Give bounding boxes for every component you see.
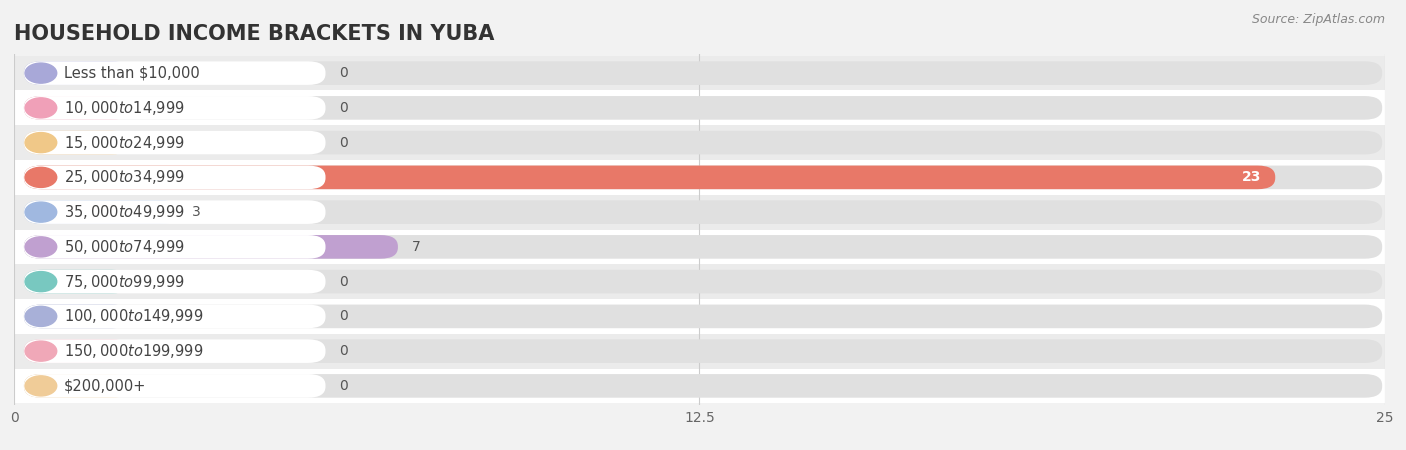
Text: $25,000 to $34,999: $25,000 to $34,999 (63, 168, 184, 186)
Bar (14, 334, 1385, 369)
FancyBboxPatch shape (24, 200, 179, 224)
FancyBboxPatch shape (24, 131, 326, 154)
Text: 0: 0 (339, 135, 347, 149)
FancyBboxPatch shape (24, 200, 326, 224)
FancyBboxPatch shape (24, 235, 398, 259)
Bar (14, 56, 1385, 90)
Text: 0: 0 (339, 379, 347, 393)
Bar (14, 369, 1385, 403)
Text: 0: 0 (339, 101, 347, 115)
Bar (14, 160, 1385, 195)
Circle shape (25, 167, 56, 187)
FancyBboxPatch shape (24, 96, 326, 120)
Text: $150,000 to $199,999: $150,000 to $199,999 (63, 342, 204, 360)
Text: $10,000 to $14,999: $10,000 to $14,999 (63, 99, 184, 117)
Text: $50,000 to $74,999: $50,000 to $74,999 (63, 238, 184, 256)
Bar (14, 90, 1385, 125)
Text: 23: 23 (1241, 171, 1261, 184)
Text: 3: 3 (193, 205, 201, 219)
FancyBboxPatch shape (24, 96, 1382, 120)
Bar (14, 125, 1385, 160)
FancyBboxPatch shape (24, 61, 326, 85)
FancyBboxPatch shape (24, 270, 129, 293)
FancyBboxPatch shape (24, 166, 1382, 189)
FancyBboxPatch shape (24, 374, 1382, 398)
FancyBboxPatch shape (24, 270, 326, 293)
Circle shape (25, 237, 56, 257)
FancyBboxPatch shape (24, 166, 326, 189)
Circle shape (25, 98, 56, 118)
Circle shape (25, 133, 56, 153)
FancyBboxPatch shape (24, 61, 1382, 85)
Text: HOUSEHOLD INCOME BRACKETS IN YUBA: HOUSEHOLD INCOME BRACKETS IN YUBA (14, 24, 495, 44)
FancyBboxPatch shape (24, 200, 1382, 224)
Circle shape (25, 306, 56, 326)
Text: $75,000 to $99,999: $75,000 to $99,999 (63, 273, 184, 291)
Text: $15,000 to $24,999: $15,000 to $24,999 (63, 134, 184, 152)
FancyBboxPatch shape (24, 339, 1382, 363)
FancyBboxPatch shape (24, 305, 326, 328)
FancyBboxPatch shape (24, 374, 326, 398)
FancyBboxPatch shape (24, 166, 1275, 189)
Circle shape (25, 63, 56, 83)
Circle shape (25, 202, 56, 222)
Bar (14, 299, 1385, 334)
Text: $100,000 to $149,999: $100,000 to $149,999 (63, 307, 204, 325)
FancyBboxPatch shape (24, 270, 1382, 293)
FancyBboxPatch shape (24, 339, 129, 363)
Bar (14, 195, 1385, 230)
Text: $35,000 to $49,999: $35,000 to $49,999 (63, 203, 184, 221)
FancyBboxPatch shape (24, 96, 129, 120)
FancyBboxPatch shape (24, 305, 129, 328)
Text: Source: ZipAtlas.com: Source: ZipAtlas.com (1251, 14, 1385, 27)
Text: Less than $10,000: Less than $10,000 (63, 66, 200, 81)
Text: 0: 0 (339, 344, 347, 358)
FancyBboxPatch shape (24, 305, 1382, 328)
FancyBboxPatch shape (24, 339, 326, 363)
Text: 0: 0 (339, 274, 347, 288)
FancyBboxPatch shape (24, 131, 129, 154)
FancyBboxPatch shape (24, 235, 1382, 259)
FancyBboxPatch shape (24, 235, 326, 259)
Bar (14, 264, 1385, 299)
FancyBboxPatch shape (24, 61, 129, 85)
Text: 7: 7 (412, 240, 420, 254)
Text: 0: 0 (339, 66, 347, 80)
Bar (14, 230, 1385, 264)
Text: 0: 0 (339, 310, 347, 324)
FancyBboxPatch shape (24, 131, 1382, 154)
FancyBboxPatch shape (24, 374, 129, 398)
Circle shape (25, 341, 56, 361)
Circle shape (25, 272, 56, 292)
Text: $200,000+: $200,000+ (63, 378, 146, 393)
Circle shape (25, 376, 56, 396)
